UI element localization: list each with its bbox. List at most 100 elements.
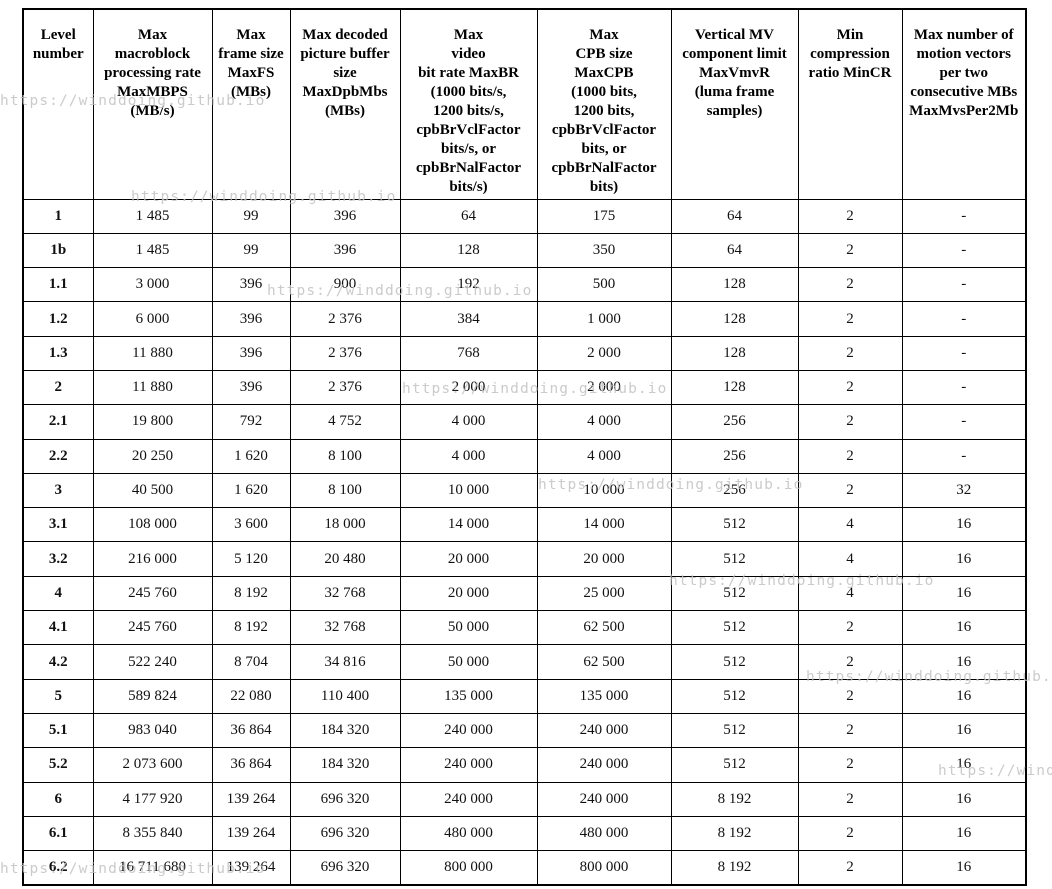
table-cell: 4 000 [399, 404, 538, 440]
table-cell: 768 [399, 335, 538, 371]
table-cell: 2 [797, 404, 903, 440]
table-cell: - [901, 404, 1027, 440]
level-cell: 1 [22, 198, 94, 234]
table-cell: 2 000 [399, 369, 538, 406]
table-cell: 800 000 [536, 850, 672, 886]
table-cell: 1 485 [92, 232, 213, 269]
table-cell: 192 [399, 267, 538, 303]
table-cell: 4 752 [289, 404, 401, 440]
table-cell: 240 000 [536, 712, 672, 749]
table-cell: 245 760 [92, 610, 213, 646]
table-cell: 62 500 [536, 610, 672, 646]
table-cell: 32 768 [289, 575, 401, 612]
table-cell: 696 320 [289, 815, 401, 852]
table-cell: 3 600 [211, 507, 291, 543]
table-cell: 16 [901, 815, 1027, 852]
table-cell: 16 711 680 [92, 850, 213, 886]
table-cell: 20 250 [92, 438, 213, 474]
column-header: Max decoded picture buffer size MaxDpbMb… [289, 8, 401, 200]
table-cell: 396 [289, 198, 401, 234]
table-cell: 512 [670, 644, 799, 680]
column-header: Max frame size MaxFS (MBs) [211, 8, 291, 200]
table-cell: 2 [797, 678, 903, 714]
column-header: Max macroblock processing rate MaxMBPS (… [92, 8, 213, 200]
table-cell: - [901, 369, 1027, 406]
table-cell: 14 000 [536, 507, 672, 543]
table-cell: 16 [901, 850, 1027, 886]
table-cell: 512 [670, 575, 799, 612]
table-cell: 16 [901, 747, 1027, 783]
table-cell: 696 320 [289, 781, 401, 817]
table-cell: 8 192 [670, 850, 799, 886]
table-cell: 396 [211, 335, 291, 371]
table-cell: - [901, 232, 1027, 269]
table-cell: 1 620 [211, 472, 291, 509]
level-cell: 4 [22, 575, 94, 612]
level-cell: 5.1 [22, 712, 94, 749]
table-row: 2.1 19 800 792 4 752 4 000 4 000 256 2- [22, 404, 1027, 440]
table-cell: 20 480 [289, 541, 401, 577]
table-cell: 14 000 [399, 507, 538, 543]
column-header: Max CPB size MaxCPB (1000 bits, 1200 bit… [536, 8, 672, 200]
table-cell: 11 880 [92, 369, 213, 406]
table-cell: 64 [670, 232, 799, 269]
table-cell: - [901, 198, 1027, 234]
table-cell: 16 [901, 678, 1027, 714]
level-cell: 2 [22, 369, 94, 406]
table-cell: 19 800 [92, 404, 213, 440]
table-cell: 2 [797, 712, 903, 749]
header-row: Level number Max macroblock processing ra… [22, 8, 1027, 200]
table-cell: 2 [797, 850, 903, 886]
level-cell: 1.2 [22, 301, 94, 337]
table-cell: 16 [901, 541, 1027, 577]
table-cell: 480 000 [399, 815, 538, 852]
table-cell: 2 376 [289, 301, 401, 337]
table-cell: 3 000 [92, 267, 213, 303]
table-cell: 110 400 [289, 678, 401, 714]
table-cell: 2 [797, 610, 903, 646]
table-cell: 245 760 [92, 575, 213, 612]
table-cell: 396 [211, 301, 291, 337]
table-cell: 22 080 [211, 678, 291, 714]
table-cell: 480 000 [536, 815, 672, 852]
table-row: 4 245 760 8 192 32 768 20 000 25 000 512 4 16 [22, 575, 1027, 612]
table-cell: 184 320 [289, 747, 401, 783]
table-cell: 240 000 [536, 747, 672, 783]
table-cell: 175 [536, 198, 672, 234]
table-cell: 20 000 [536, 541, 672, 577]
table-cell: 8 192 [670, 815, 799, 852]
level-cell: 1.3 [22, 335, 94, 371]
table-cell: 2 [797, 747, 903, 783]
table-cell: 792 [211, 404, 291, 440]
table-cell: 512 [670, 712, 799, 749]
table-cell: 2 [797, 781, 903, 817]
table-cell: 4 000 [399, 438, 538, 474]
table-cell: 240 000 [399, 781, 538, 817]
level-cell: 4.1 [22, 610, 94, 646]
level-cell: 1b [22, 232, 94, 269]
level-cell: 2.2 [22, 438, 94, 474]
table-cell: 16 [901, 610, 1027, 646]
table-cell: 2 [797, 301, 903, 337]
table-row: 1b 1 485 99 396 128 350 64 2- [22, 232, 1027, 269]
table-cell: 2 [797, 232, 903, 269]
table-cell: 2 376 [289, 369, 401, 406]
table-cell: 1 485 [92, 198, 213, 234]
table-cell: 512 [670, 678, 799, 714]
table-cell: 2 376 [289, 335, 401, 371]
table-cell: 696 320 [289, 850, 401, 886]
table-cell: 384 [399, 301, 538, 337]
level-cell: 5.2 [22, 747, 94, 783]
table-cell: 20 000 [399, 541, 538, 577]
table-cell: 8 192 [670, 781, 799, 817]
table-cell: 2 [797, 198, 903, 234]
table-cell: 50 000 [399, 644, 538, 680]
table-cell: 2 000 [536, 335, 672, 371]
table-cell: 18 000 [289, 507, 401, 543]
table-cell: 983 040 [92, 712, 213, 749]
level-cell: 6.2 [22, 850, 94, 886]
table-cell: 2 [797, 472, 903, 509]
table-cell: 32 [901, 472, 1027, 509]
table-cell: 4 177 920 [92, 781, 213, 817]
